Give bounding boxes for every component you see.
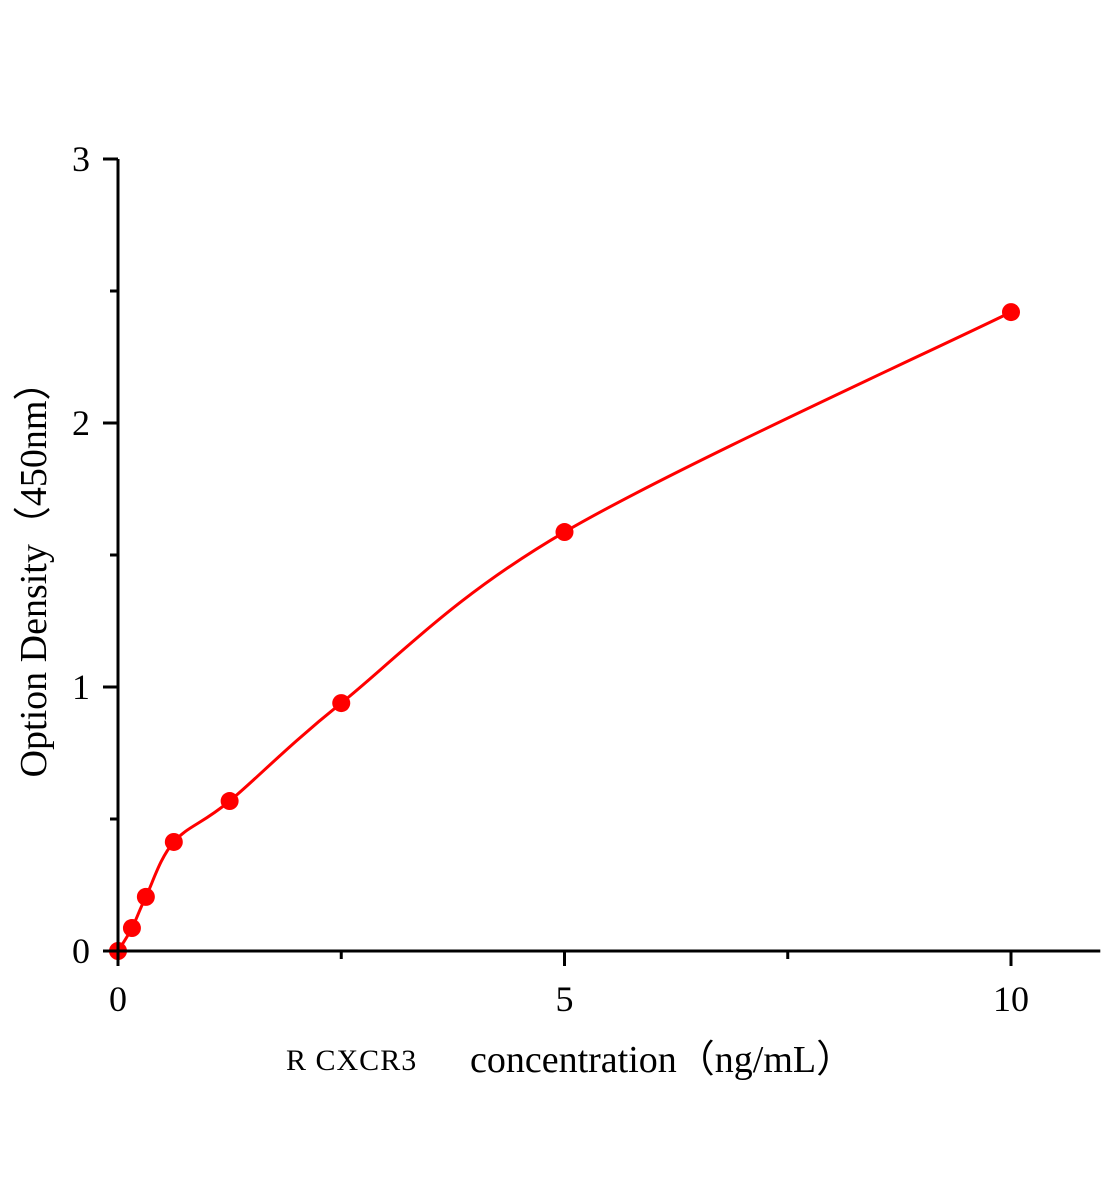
fit-curve <box>116 310 1012 952</box>
data-point <box>332 694 351 713</box>
data-point <box>220 792 239 811</box>
y-axis-label: Option Density（450nm） <box>13 363 55 778</box>
data-point <box>1002 303 1020 322</box>
x-tick-label: 10 <box>993 979 1029 1019</box>
data-point <box>164 832 183 851</box>
x-tick-label: 5 <box>556 979 574 1019</box>
data-point <box>555 523 574 542</box>
x-tick-label: 0 <box>109 979 127 1019</box>
y-tick-label: 0 <box>72 931 90 971</box>
data-point <box>136 887 155 906</box>
x-axis-label: concentration（ng/mL） <box>470 1039 854 1081</box>
x-axis-label-prefix: R CXCR3 <box>286 1044 417 1077</box>
y-tick-label: 2 <box>72 403 90 443</box>
y-tick-label: 1 <box>72 667 90 707</box>
data-point <box>122 919 141 938</box>
y-tick-label: 3 <box>72 139 90 179</box>
